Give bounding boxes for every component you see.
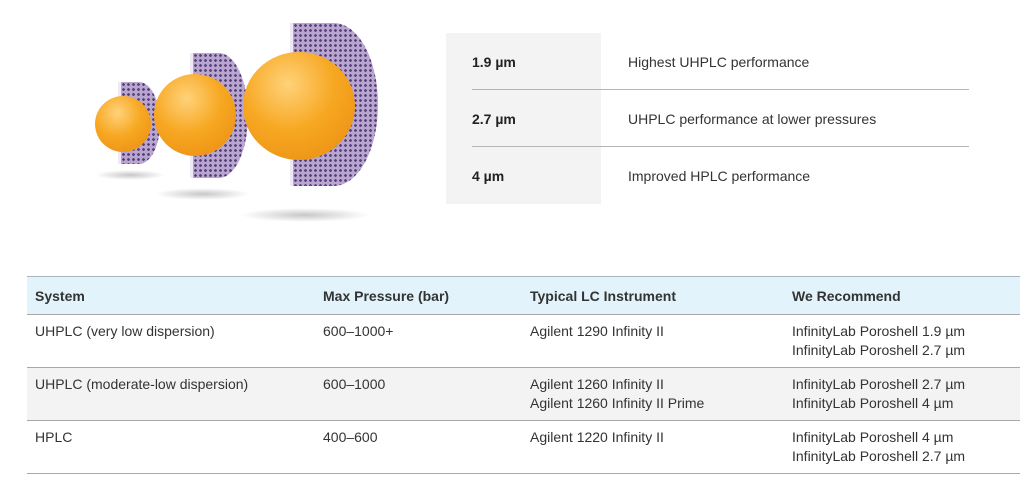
cell-pressure: 600–1000 [315, 367, 522, 421]
size-value: 4 µm [446, 147, 601, 204]
cell-system: UHPLC (very low dispersion) [27, 314, 315, 368]
particle-core-small [95, 96, 151, 152]
size-description: UHPLC performance at lower pressures [628, 110, 877, 127]
table-row: HPLC 400–600 Agilent 1220 Infinity II In… [27, 420, 1020, 474]
recommend-line: InfinityLab Poroshell 2.7 µm [792, 342, 966, 358]
recommend-line: InfinityLab Poroshell 4 µm [792, 395, 954, 411]
particle-illustration [80, 10, 400, 230]
recommendation-table: System Max Pressure (bar) Typical LC Ins… [27, 276, 1020, 474]
cell-instrument: Agilent 1260 Infinity II Agilent 1260 In… [522, 367, 784, 421]
recommend-line: InfinityLab Poroshell 2.7 µm [792, 448, 966, 464]
particle-shadow-large [240, 208, 370, 222]
cell-instrument: Agilent 1290 Infinity II [522, 314, 784, 368]
cell-recommend: InfinityLab Poroshell 1.9 µm InfinityLab… [784, 314, 1020, 368]
particle-core-medium [154, 74, 236, 156]
instrument-line: Agilent 1290 Infinity II [530, 323, 664, 339]
particle-size-table: 1.9 µm Highest UHPLC performance 2.7 µm … [446, 33, 969, 204]
header-recommend: We Recommend [784, 276, 1020, 315]
size-description: Highest UHPLC performance [628, 53, 810, 70]
cell-pressure: 400–600 [315, 420, 522, 474]
header-instrument: Typical LC Instrument [522, 276, 784, 315]
recommend-line: InfinityLab Poroshell 1.9 µm [792, 323, 966, 339]
particle-shadow-small [95, 170, 165, 180]
size-row: 4 µm Improved HPLC performance [446, 147, 969, 204]
cell-system: HPLC [27, 420, 315, 474]
table-row: UHPLC (very low dispersion) 600–1000+ Ag… [27, 314, 1020, 368]
header-max-pressure: Max Pressure (bar) [315, 276, 522, 315]
instrument-line: Agilent 1260 Infinity II [530, 376, 664, 392]
header-system: System [27, 276, 315, 315]
particle-shadow-medium [155, 188, 250, 200]
size-description: Improved HPLC performance [628, 167, 811, 184]
cell-pressure: 600–1000+ [315, 314, 522, 368]
size-value: 1.9 µm [446, 33, 601, 90]
size-value: 2.7 µm [446, 90, 601, 147]
particle-core-large [243, 52, 355, 160]
cell-instrument: Agilent 1220 Infinity II [522, 420, 784, 474]
table-header-row: System Max Pressure (bar) Typical LC Ins… [27, 276, 1020, 315]
size-row: 1.9 µm Highest UHPLC performance [446, 33, 969, 90]
cell-system: UHPLC (moderate-low dispersion) [27, 367, 315, 421]
size-row: 2.7 µm UHPLC performance at lower pressu… [446, 90, 969, 147]
instrument-line: Agilent 1260 Infinity II Prime [530, 395, 705, 411]
cell-recommend: InfinityLab Poroshell 2.7 µm InfinityLab… [784, 367, 1020, 421]
instrument-line: Agilent 1220 Infinity II [530, 429, 664, 445]
table-row: UHPLC (moderate-low dispersion) 600–1000… [27, 367, 1020, 421]
cell-recommend: InfinityLab Poroshell 4 µm InfinityLab P… [784, 420, 1020, 474]
recommend-line: InfinityLab Poroshell 2.7 µm [792, 376, 966, 392]
recommend-line: InfinityLab Poroshell 4 µm [792, 429, 954, 445]
